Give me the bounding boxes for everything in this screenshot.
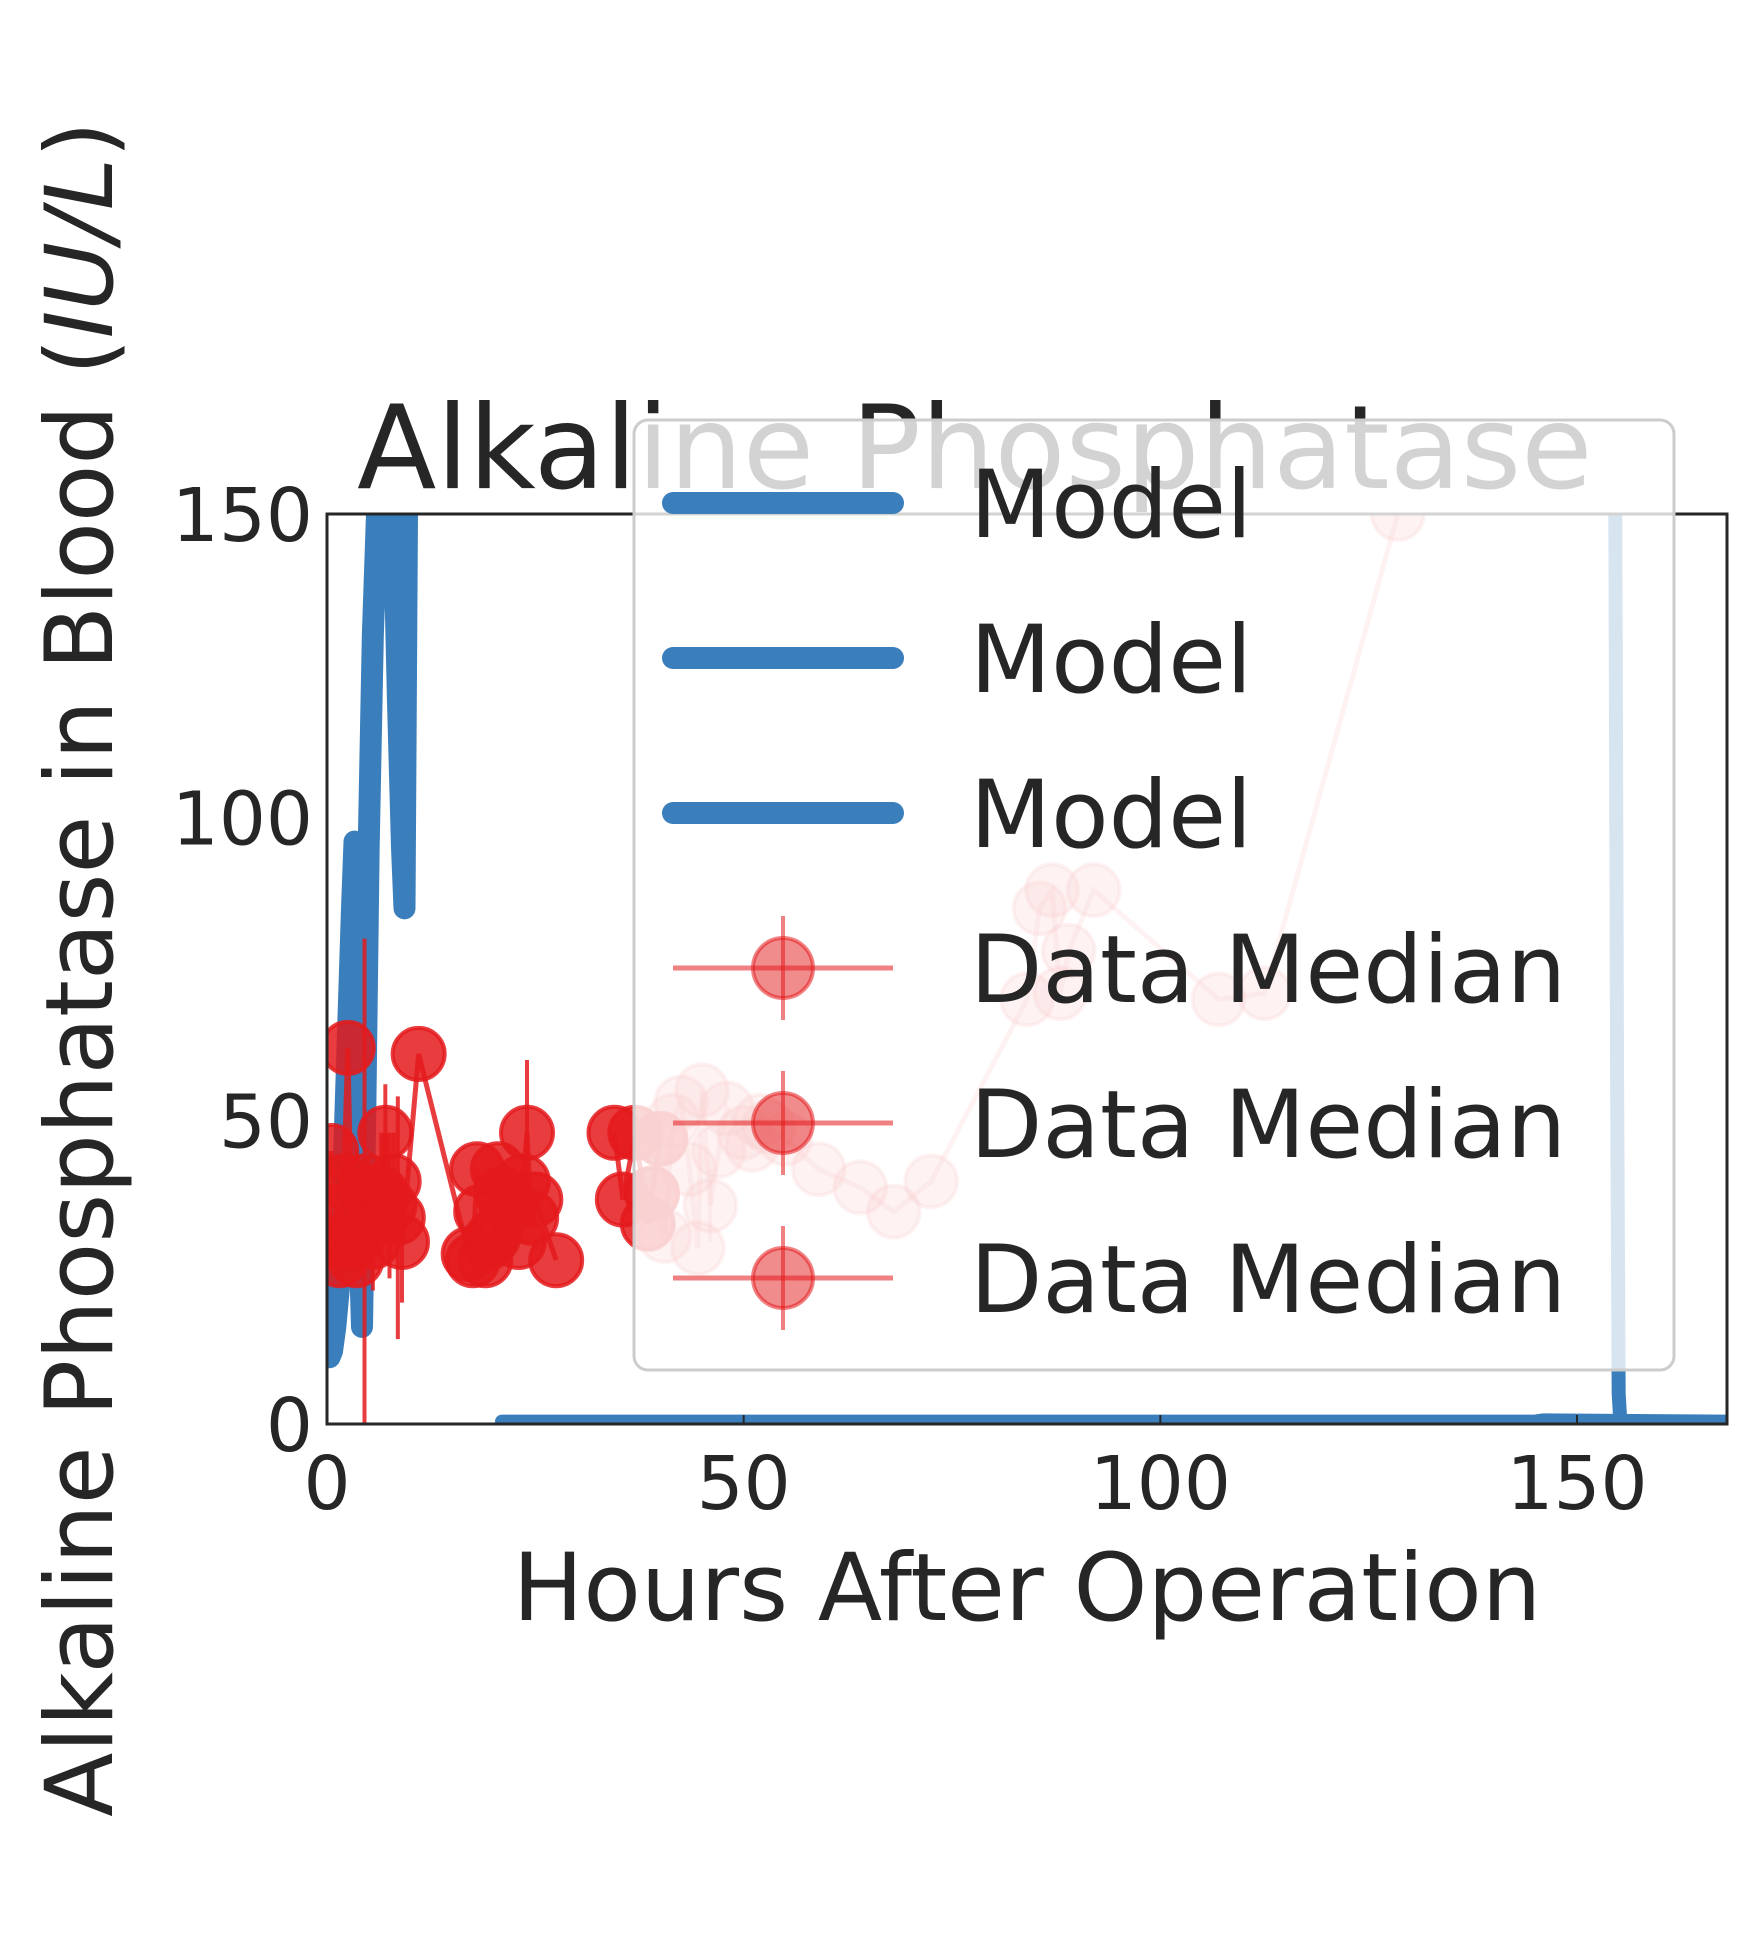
series-3-point-5	[327, 1019, 376, 1076]
series-3-point-19	[390, 1025, 447, 1082]
series-1	[495, 1413, 1727, 1424]
series-3	[327, 938, 585, 1424]
series-1-line	[495, 1413, 1727, 1424]
series-3-point-32	[499, 1104, 555, 1161]
series-3-point-18	[374, 1214, 430, 1270]
legend-entry-2: Model	[662, 761, 1252, 870]
legend-entry-5: Data Median	[673, 1226, 1566, 1335]
legend-label-5: Data Median	[970, 1226, 1566, 1335]
legend-swatch-marker-4	[751, 1091, 815, 1155]
legend-label-1: Model	[970, 606, 1252, 715]
series-3-point-34	[507, 1171, 564, 1228]
legend-label-4: Data Median	[970, 1071, 1566, 1180]
x-axis-label: Hours After Operation	[513, 1534, 1542, 1643]
legend-entry-3: Data Median	[673, 916, 1566, 1025]
x-tick-label-3: 150	[1506, 1441, 1647, 1527]
x-tick-label-1: 50	[697, 1441, 791, 1527]
series-3-point-35	[528, 1232, 585, 1289]
legend-label-3: Data Median	[970, 916, 1566, 1025]
legend-label-2: Model	[970, 761, 1252, 870]
series-3-point-14	[357, 1104, 414, 1161]
y-tick-label-3: 150	[172, 473, 313, 559]
y-axis-label-main: Alkaline Phosphatase in Blood (	[26, 338, 135, 1816]
x-tick-label-0: 0	[303, 1441, 350, 1527]
y-tick-label-1: 50	[219, 1080, 313, 1166]
legend: Model Model Model Data Median Data Median Dat…	[632, 418, 1676, 1372]
x-tick-label-2: 100	[1090, 1441, 1231, 1527]
y-axis-label: Alkaline Phosphatase in Blood (IU/L)	[26, 121, 135, 1817]
y-tick-label-0: 0	[266, 1383, 313, 1469]
y-axis-label-close: )	[26, 121, 135, 158]
y-tick-label-2: 100	[172, 776, 313, 862]
legend-entry-1: Model	[662, 606, 1252, 715]
x-axis-ticks: 0 50 100 150	[303, 1415, 1648, 1527]
y-axis-label-unit: IU/L	[26, 158, 135, 339]
legend-label-0: Model	[970, 451, 1252, 560]
legend-entry-0: Model	[662, 451, 1252, 560]
y-axis-ticks: 0 50 100 150	[172, 473, 313, 1469]
legend-swatch-marker-5	[751, 1246, 815, 1310]
legend-swatch-marker-3	[751, 936, 815, 1000]
legend-entry-4: Data Median	[673, 1071, 1566, 1180]
